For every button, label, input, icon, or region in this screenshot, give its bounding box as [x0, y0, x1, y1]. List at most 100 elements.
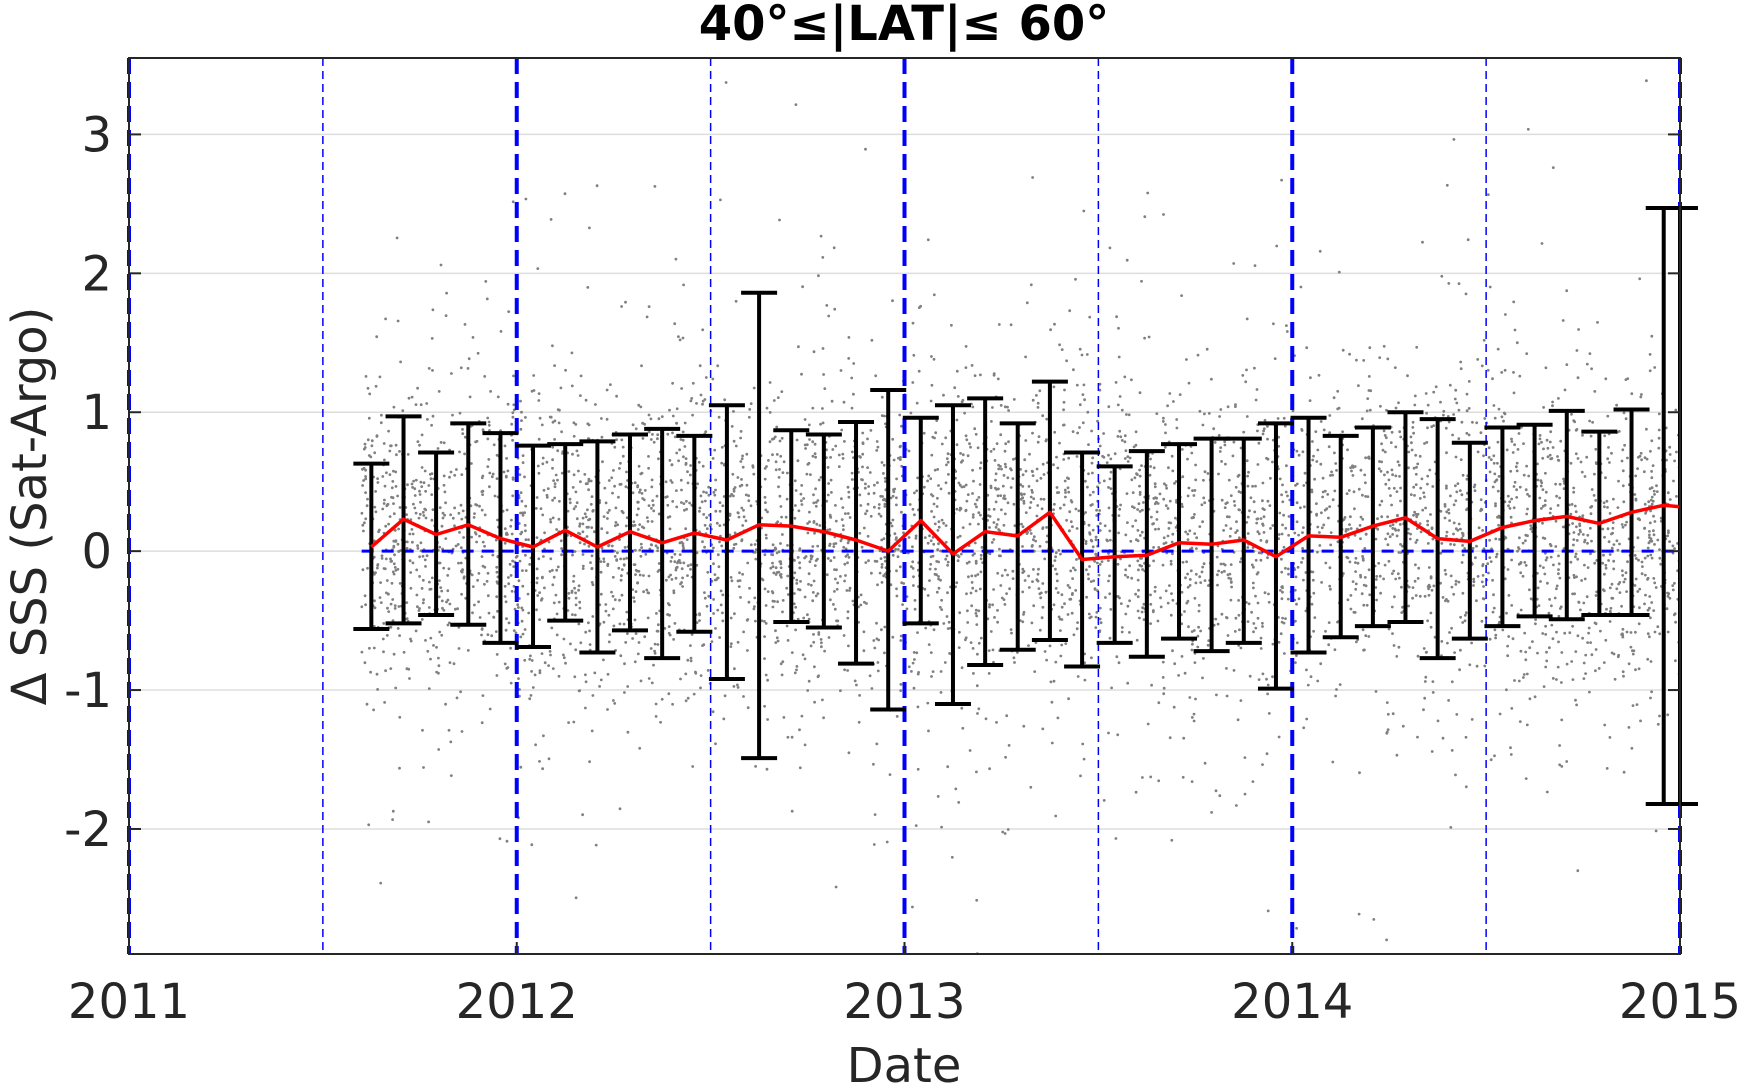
- scatter-point: [366, 497, 369, 501]
- scatter-point: [633, 618, 637, 622]
- scatter-point: [997, 528, 1000, 531]
- scatter-point: [391, 619, 395, 622]
- scatter-point: [1626, 377, 1630, 380]
- scatter-point: [560, 553, 563, 557]
- scatter-point: [649, 647, 653, 650]
- scatter-point: [1058, 343, 1061, 347]
- scatter-point: [1449, 542, 1452, 546]
- scatter-point: [1005, 714, 1009, 718]
- scatter-point: [1524, 564, 1528, 567]
- scatter-point: [1049, 328, 1052, 332]
- scatter-point: [402, 650, 406, 654]
- scatter-point: [679, 677, 682, 681]
- scatter-point: [1162, 686, 1166, 690]
- scatter-point: [1169, 559, 1173, 563]
- scatter-point: [847, 336, 851, 339]
- scatter-point: [1410, 448, 1414, 452]
- scatter-point: [495, 565, 499, 569]
- scatter-point: [1261, 499, 1264, 503]
- scatter-point: [417, 609, 421, 612]
- scatter-point: [1285, 464, 1288, 468]
- scatter-point: [883, 505, 887, 508]
- scatter-point: [430, 576, 434, 580]
- scatter-point: [1194, 463, 1197, 467]
- scatter-point: [1510, 707, 1514, 710]
- scatter-point: [574, 490, 578, 494]
- scatter-point: [796, 617, 800, 621]
- scatter-point: [1036, 401, 1040, 405]
- scatter-point: [875, 449, 879, 452]
- scatter-point: [667, 625, 671, 628]
- scatter-point: [1203, 501, 1207, 505]
- scatter-point: [705, 604, 709, 608]
- scatter-point: [1551, 404, 1554, 408]
- scatter-point: [1430, 526, 1434, 530]
- scatter-point: [1202, 478, 1205, 482]
- scatter-point: [1508, 500, 1512, 504]
- scatter-point: [632, 596, 636, 600]
- scatter-point: [483, 582, 486, 586]
- scatter-point: [1045, 417, 1049, 421]
- scatter-point: [477, 600, 480, 604]
- scatter-point: [1052, 603, 1056, 607]
- scatter-point: [1142, 602, 1146, 606]
- scatter-point: [524, 538, 528, 542]
- scatter-point: [455, 468, 458, 471]
- scatter-point: [728, 494, 732, 498]
- scatter-point: [1513, 679, 1516, 682]
- scatter-point: [1277, 640, 1281, 644]
- scatter-point: [1608, 620, 1612, 623]
- scatter-point: [660, 697, 664, 701]
- scatter-point: [440, 599, 444, 603]
- scatter-point: [846, 610, 850, 614]
- scatter-point: [1620, 604, 1623, 608]
- scatter-point: [1191, 489, 1194, 492]
- scatter-point: [459, 690, 462, 694]
- scatter-point: [668, 613, 671, 617]
- scatter-point: [672, 591, 676, 595]
- scatter-point: [1429, 611, 1433, 615]
- scatter-point: [846, 561, 849, 565]
- scatter-point: [1181, 775, 1185, 779]
- scatter-point: [1005, 592, 1008, 595]
- scatter-point: [711, 710, 715, 714]
- scatter-point: [995, 442, 999, 445]
- scatter-point: [971, 515, 975, 519]
- scatter-point: [633, 548, 637, 552]
- scatter-point: [385, 579, 389, 582]
- scatter-point: [405, 601, 409, 604]
- scatter-point: [1086, 485, 1089, 489]
- scatter-point: [419, 403, 423, 407]
- scatter-point: [540, 652, 544, 655]
- scatter-point: [373, 572, 376, 576]
- scatter-point: [1461, 553, 1465, 557]
- scatter-point: [1447, 508, 1450, 511]
- scatter-point: [1098, 629, 1102, 633]
- scatter-point: [763, 657, 766, 660]
- scatter-point: [570, 589, 574, 593]
- scatter-point: [875, 621, 878, 625]
- scatter-point: [1004, 755, 1007, 759]
- scatter-point: [605, 417, 609, 421]
- scatter-point: [624, 300, 627, 304]
- scatter-point: [593, 530, 596, 534]
- scatter-point: [1575, 575, 1578, 579]
- scatter-point: [795, 665, 799, 668]
- scatter-point: [958, 508, 962, 512]
- scatter-point: [1323, 508, 1327, 512]
- scatter-point: [846, 512, 850, 515]
- scatter-point: [812, 579, 816, 583]
- scatter-point: [988, 526, 991, 529]
- scatter-point: [806, 522, 809, 525]
- scatter-point: [423, 469, 427, 473]
- scatter-point: [1190, 716, 1194, 719]
- scatter-point: [650, 681, 654, 685]
- scatter-point: [986, 617, 990, 621]
- scatter-point: [1187, 381, 1191, 385]
- scatter-point: [1384, 537, 1387, 541]
- scatter-point: [410, 395, 414, 399]
- scatter-point: [1643, 556, 1647, 560]
- scatter-point: [1419, 486, 1423, 490]
- scatter-point: [1041, 727, 1045, 731]
- scatter-point: [1019, 483, 1023, 487]
